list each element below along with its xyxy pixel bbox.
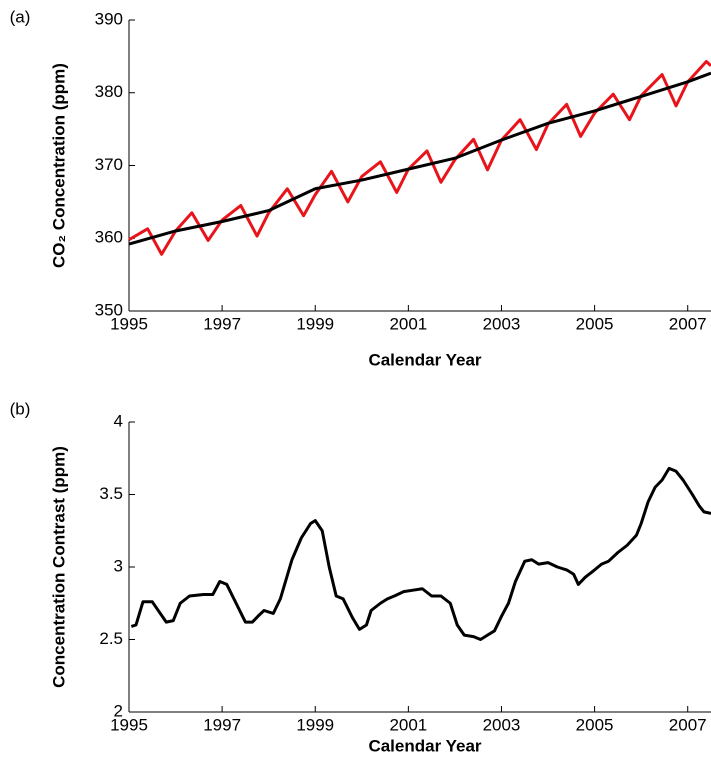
y-axis-label: Concentration Contrast (ppm) xyxy=(49,446,68,688)
x-axis-label: Calendar Year xyxy=(368,350,481,369)
y-tick-label: 390 xyxy=(95,9,123,28)
x-tick-label: 2007 xyxy=(669,715,707,734)
data-line xyxy=(130,466,711,641)
x-tick-label: 2001 xyxy=(389,314,427,333)
y-tick-label: 370 xyxy=(95,155,123,174)
y-tick-label: 360 xyxy=(95,228,123,247)
x-axis-label: Calendar Year xyxy=(368,736,481,755)
panel-label: (a) xyxy=(10,7,31,26)
y-tick-label: 3 xyxy=(114,556,123,575)
x-tick-label: 1997 xyxy=(203,715,241,734)
x-tick-label: 2007 xyxy=(669,314,707,333)
x-tick-label: 2003 xyxy=(483,715,521,734)
y-axis-label: CO₂ Concentration (ppm) xyxy=(49,63,68,268)
y-tick-label: 350 xyxy=(95,300,123,319)
x-tick-label: 2003 xyxy=(483,314,521,333)
y-tick-label: 4 xyxy=(114,411,123,430)
y-tick-label: 2 xyxy=(114,701,123,720)
data-line xyxy=(128,71,711,246)
x-tick-label: 2001 xyxy=(389,715,427,734)
x-tick-label: 1995 xyxy=(110,715,148,734)
x-tick-label: 1995 xyxy=(110,314,148,333)
x-tick-label: 2005 xyxy=(576,715,614,734)
y-tick-label: 3.5 xyxy=(99,484,123,503)
data-line xyxy=(128,59,711,256)
y-tick-label: 380 xyxy=(95,82,123,101)
x-tick-label: 2005 xyxy=(576,314,614,333)
y-tick-label: 2.5 xyxy=(99,629,123,648)
x-tick-label: 1997 xyxy=(203,314,241,333)
x-tick-label: 1999 xyxy=(296,314,334,333)
x-tick-label: 1999 xyxy=(296,715,334,734)
panel-label: (b) xyxy=(10,399,31,418)
